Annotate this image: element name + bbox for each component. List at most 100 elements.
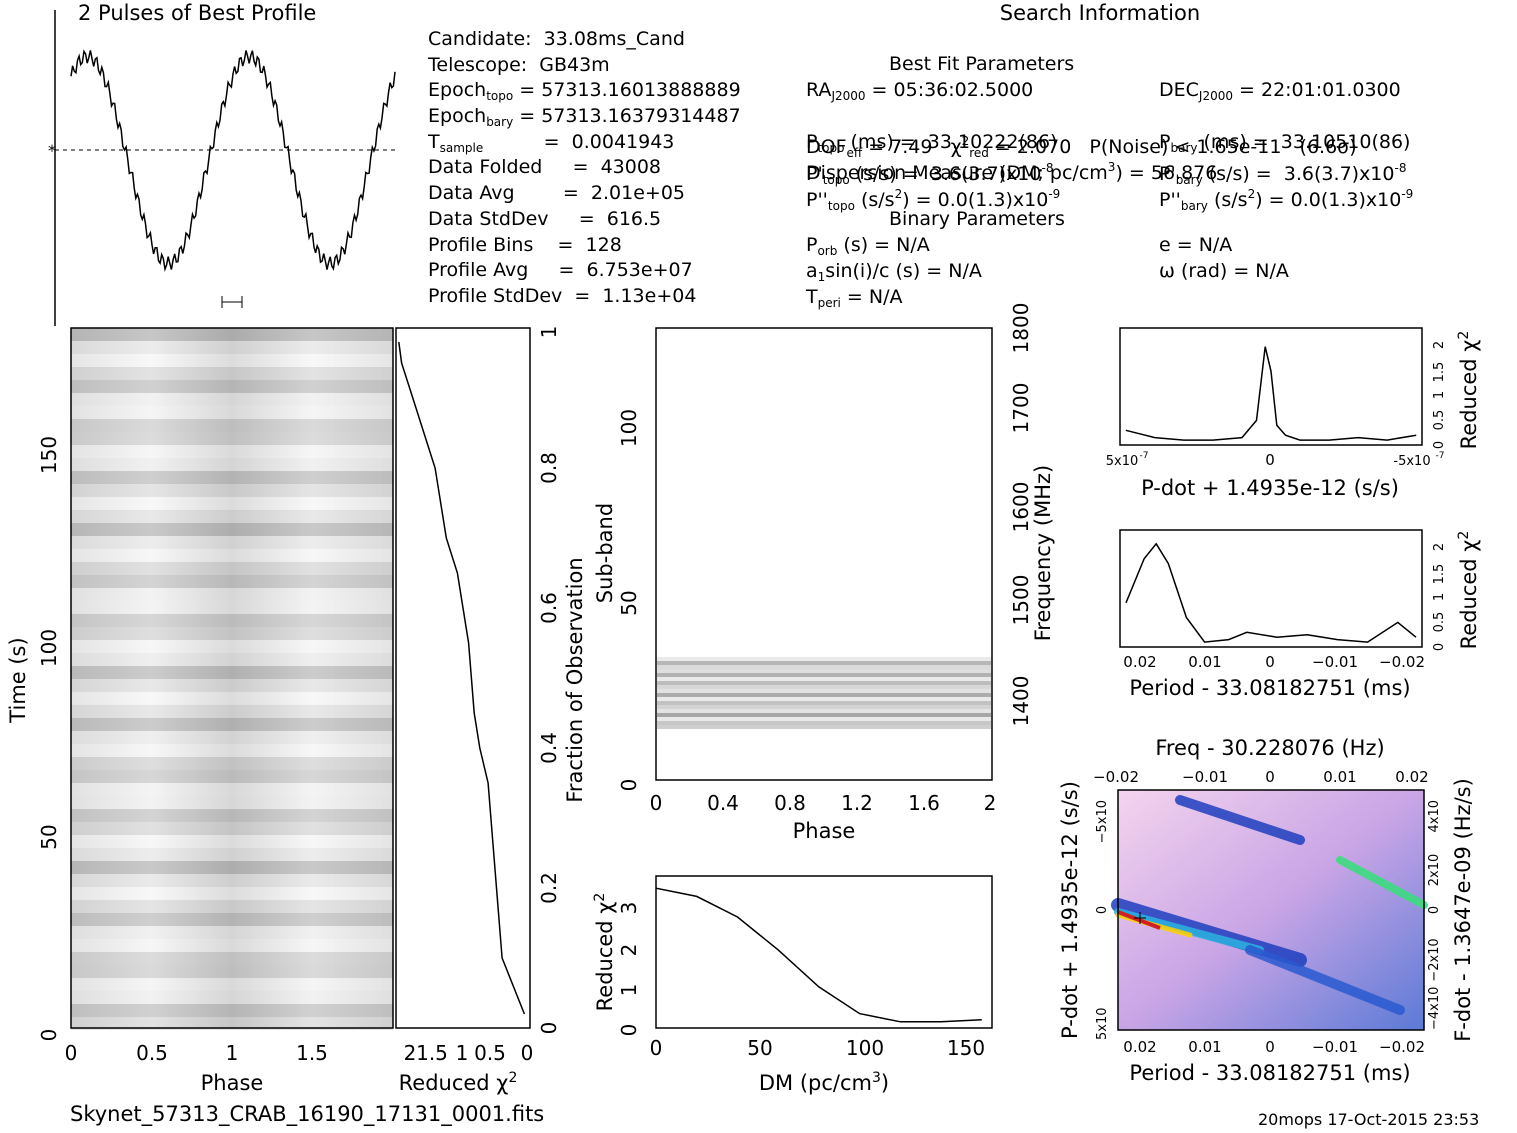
svg-text:1: 1 [617,984,641,997]
svg-text:1.5: 1.5 [416,1041,448,1065]
waterfall-band [71,341,393,354]
svg-text:0.01: 0.01 [1188,1038,1221,1056]
t-peri: Tperi = N/A [806,286,903,310]
heatmap-left-ticks: −5x10 0 5x10 [1095,800,1110,1040]
svg-text:−0.01: −0.01 [1312,653,1358,671]
svg-text:0.5: 0.5 [1432,410,1447,431]
subband-row [657,705,991,709]
svg-text:150: 150 [947,1036,985,1060]
freq-axis-title: Freq - 30.228076 (Hz) [1155,736,1384,760]
chi2-fraction-xlabel: Reduced χ2 [399,1070,518,1095]
svg-text:1: 1 [456,1041,469,1065]
search-info-dec: DECJ2000 = 22:01:01.0300 [1159,79,1401,104]
waterfall-band [71,757,393,770]
svg-text:0.8: 0.8 [774,791,806,815]
svg-text:0: 0 [65,1041,78,1065]
subband-row [657,677,991,681]
waterfall-band [71,614,393,627]
subband-label: Sub-band [593,503,617,603]
info-line: Candidate: 33.08ms_Cand [428,28,685,50]
waterfall-band [71,861,393,874]
waterfall-band [71,510,393,523]
subband-row [657,713,991,717]
chi2-fraction-frame [395,327,531,1029]
waterfall-band [71,445,393,458]
subband-yticks: 0 50 100 [617,409,641,791]
pdot-bary: P'bary (s/s) = 3.6(3.7)x10-8 [1159,161,1407,187]
svg-text:0: 0 [650,1036,663,1060]
waterfall-band [71,406,393,419]
waterfall-band [71,835,393,848]
info-line: Data Avg = 2.01e+05 [428,182,686,205]
waterfall-band [71,536,393,549]
dm-line: Dispersion Measure (DM; pc/cm3) = 56.876 [806,160,1218,185]
period-chi2-xlabel: Period - 33.08182751 (ms) [1129,676,1410,700]
svg-text:0.8: 0.8 [537,452,561,484]
svg-text:0.5: 0.5 [474,1041,506,1065]
heatmap-pdot-label: P-dot + 1.4935e-12 (s/s) [1058,781,1082,1039]
svg-text:0: 0 [1432,441,1447,449]
waterfall-band [71,523,393,536]
dm-yticks: 0 1 2 3 [617,902,641,1037]
svg-text:−5x10: −5x10 [1095,800,1110,843]
waterfall-band [71,679,393,692]
svg-text:−0.01: −0.01 [1312,1038,1358,1056]
pdot-chi2-xlabel: P-dot + 1.4935e-12 (s/s) [1141,476,1399,500]
p-orb: Porb (s) = N/A [806,234,930,258]
svg-text:0: 0 [1095,906,1110,914]
waterfall-band [71,952,393,965]
waterfall-band [71,666,393,679]
waterfall-band [71,796,393,809]
p-bary: Pbary (ms) = 33.10510(86) [1159,131,1411,155]
subband-row [657,685,991,689]
info-line: Telescope: GB43m [428,53,610,76]
waterfall-band [71,770,393,783]
pdot-chi2-line [1125,346,1417,441]
waterfall-band [71,640,393,653]
subband-row [657,669,991,673]
profile-line [70,49,396,272]
dm-xticks: 0 50 100 150 [650,1036,985,1060]
waterfall-band [71,848,393,861]
a1-sini: a1sin(i)/c (s) = N/A [806,260,982,284]
waterfall-band [71,913,393,926]
svg-text:1: 1 [1432,391,1447,399]
waterfall-band [71,328,393,341]
svg-text:-7: -7 [1140,451,1149,461]
waterfall-band [71,926,393,939]
heatmap-band [1336,856,1428,909]
svg-text:3: 3 [617,902,641,915]
svg-text:0: 0 [1265,1038,1275,1056]
profile-errorbar [221,296,243,308]
svg-text:0.2: 0.2 [537,872,561,904]
svg-text:0: 0 [37,1029,61,1042]
waterfall-band [71,874,393,887]
waterfall-band [71,783,393,796]
svg-text:1.5: 1.5 [296,1041,328,1065]
pdot-chi2-yticks: 0 0.5 1 1.5 2 [1432,341,1447,449]
heatmap-fdot-label: F-dot - 1.3647e-09 (Hz/s) [1451,778,1475,1042]
svg-text:50: 50 [747,1036,772,1060]
svg-text:1600: 1600 [1009,482,1033,533]
waterfall-band [71,822,393,835]
dm-ylabel: Reduced χ2 [592,893,617,1012]
svg-text:1.2: 1.2 [841,791,873,815]
waterfall-band [71,718,393,731]
svg-text:−4x10: −4x10 [1427,987,1442,1030]
timestamp-footer: 20mops 17-Oct-2015 23:53 [1258,1110,1480,1129]
subband-xticks: 0 0.4 0.8 1.2 1.6 2 [650,791,997,815]
svg-text:0: 0 [1432,643,1447,651]
chi2-fraction-xticks: 2 1.5 1 0.5 0 [404,1041,534,1065]
svg-text:-7: -7 [1436,451,1445,461]
period-chi2-line [1125,542,1417,643]
pdot-chi2-frame [1119,327,1423,446]
frequency-ticks: 1400 1500 1600 1700 1800 [1009,303,1033,727]
best-fit-marker [1134,912,1146,924]
pdot-chi2-ylabel: Reduced χ2 [1456,331,1481,450]
heatmap-xlabel: Period - 33.08182751 (ms) [1129,1061,1410,1085]
waterfall-band [71,549,393,562]
info-line: Profile Bins = 128 [428,233,622,256]
svg-text:−0.02: −0.02 [1379,1038,1425,1056]
svg-text:0.6: 0.6 [537,592,561,624]
